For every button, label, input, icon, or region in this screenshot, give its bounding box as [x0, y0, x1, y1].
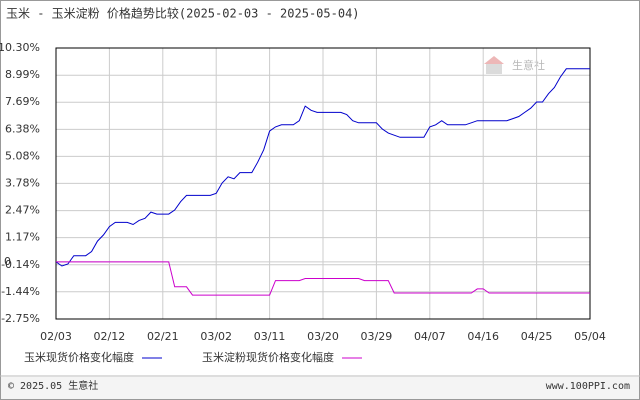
x-tick-label: 05/04: [574, 330, 606, 343]
y-tick-label: 0: [4, 255, 11, 268]
y-tick-label: -1.44%: [1, 285, 40, 298]
x-tick-label: 04/07: [414, 330, 446, 343]
x-tick-label: 04/25: [521, 330, 553, 343]
watermark: 生意社: [512, 58, 545, 72]
y-tick-label: 8.99%: [5, 68, 40, 81]
series-line: [56, 261, 590, 296]
y-tick-label: 10.30%: [0, 41, 40, 54]
x-tick-label: 04/16: [467, 330, 499, 343]
y-tick-label: -0.14%: [1, 258, 40, 271]
x-tick-label: 03/11: [254, 330, 286, 343]
y-tick-label: 6.38%: [5, 122, 40, 135]
x-tick-label: 02/03: [40, 330, 72, 343]
x-tick-label: 03/02: [200, 330, 232, 343]
x-tick-label: 03/29: [361, 330, 393, 343]
legend-label: 玉米淀粉现货价格变化幅度: [202, 350, 334, 364]
chart-title: 玉米 - 玉米淀粉 价格趋势比较(2025-02-03 - 2025-05-04…: [6, 6, 360, 21]
y-tick-label: 5.08%: [5, 149, 40, 162]
copyright: © 2025.05 生意社: [8, 379, 98, 392]
footer: [1, 377, 639, 399]
y-tick-label: 2.47%: [5, 204, 40, 217]
watermark-logo: 生意社: [484, 56, 545, 74]
legend-label: 玉米现货价格变化幅度: [24, 350, 134, 364]
x-tick-label: 02/12: [94, 330, 126, 343]
y-tick-label: 3.78%: [5, 176, 40, 189]
x-tick-label: 03/20: [307, 330, 339, 343]
plot-frame: [55, 47, 591, 320]
source: www.100PPI.com: [546, 381, 630, 392]
y-tick-label: 1.17%: [5, 231, 40, 244]
x-tick-label: 02/21: [147, 330, 179, 343]
y-tick-label: 7.69%: [5, 95, 40, 108]
y-tick-label: -2.75%: [1, 312, 40, 325]
series-line: [55, 68, 590, 267]
